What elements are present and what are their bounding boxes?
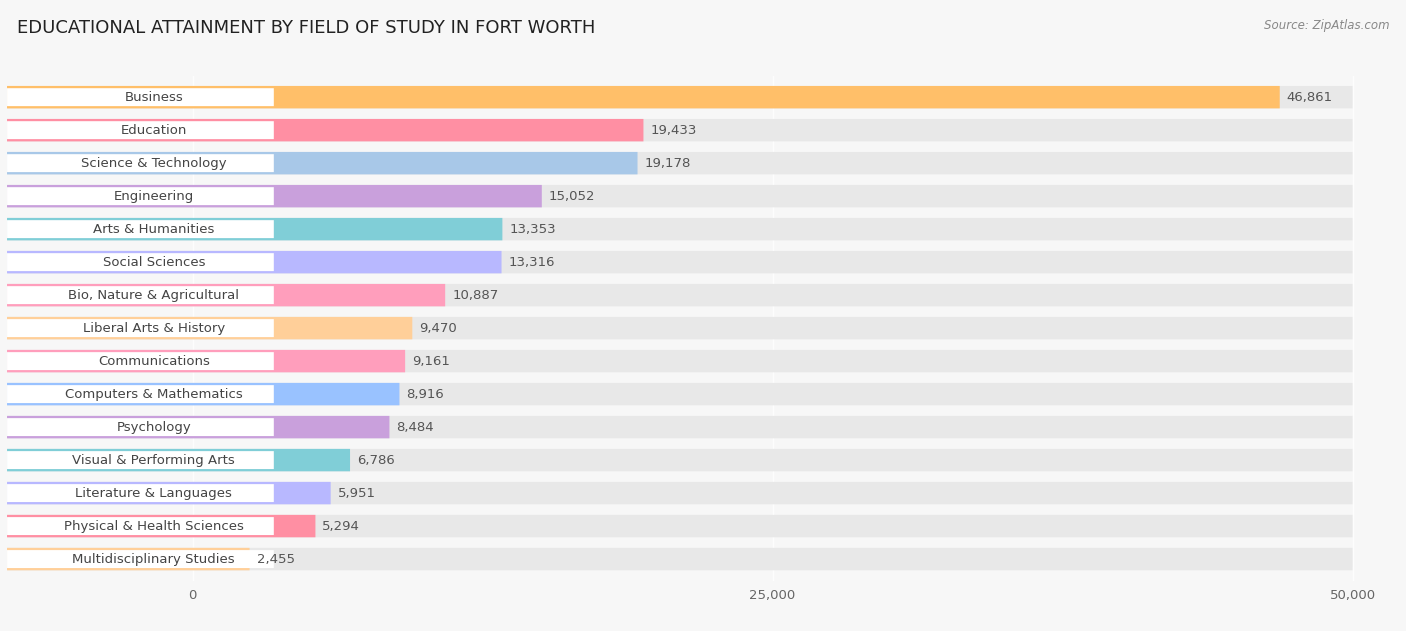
FancyBboxPatch shape [7,286,274,304]
FancyBboxPatch shape [7,152,1353,174]
FancyBboxPatch shape [7,416,389,439]
Text: Education: Education [121,124,187,137]
Text: Arts & Humanities: Arts & Humanities [93,223,215,235]
FancyBboxPatch shape [7,218,502,240]
FancyBboxPatch shape [7,418,274,436]
Text: Social Sciences: Social Sciences [103,256,205,269]
Text: 9,470: 9,470 [419,322,457,334]
FancyBboxPatch shape [7,548,1353,570]
Text: 2,455: 2,455 [256,553,294,565]
FancyBboxPatch shape [7,317,412,339]
FancyBboxPatch shape [7,251,502,273]
FancyBboxPatch shape [7,220,274,238]
Text: Bio, Nature & Agricultural: Bio, Nature & Agricultural [69,288,239,302]
FancyBboxPatch shape [7,185,541,208]
Text: Science & Technology: Science & Technology [82,156,226,170]
FancyBboxPatch shape [7,550,274,568]
FancyBboxPatch shape [7,86,1353,109]
Text: 5,294: 5,294 [322,519,360,533]
Text: Business: Business [124,91,183,103]
FancyBboxPatch shape [7,152,637,174]
FancyBboxPatch shape [7,482,1353,504]
FancyBboxPatch shape [7,284,446,306]
FancyBboxPatch shape [7,416,1353,439]
FancyBboxPatch shape [7,88,274,106]
Text: Multidisciplinary Studies: Multidisciplinary Studies [73,553,235,565]
FancyBboxPatch shape [7,251,1353,273]
FancyBboxPatch shape [7,317,1353,339]
FancyBboxPatch shape [7,515,1353,538]
Text: Source: ZipAtlas.com: Source: ZipAtlas.com [1264,19,1389,32]
FancyBboxPatch shape [7,119,1353,141]
Text: 10,887: 10,887 [453,288,498,302]
Text: 19,433: 19,433 [651,124,697,137]
FancyBboxPatch shape [7,482,330,504]
FancyBboxPatch shape [7,350,1353,372]
FancyBboxPatch shape [7,350,405,372]
FancyBboxPatch shape [7,154,274,172]
Text: Visual & Performing Arts: Visual & Performing Arts [72,454,235,466]
FancyBboxPatch shape [7,451,274,469]
FancyBboxPatch shape [7,449,1353,471]
Text: 15,052: 15,052 [548,190,595,203]
FancyBboxPatch shape [7,284,1353,306]
Text: Engineering: Engineering [114,190,194,203]
FancyBboxPatch shape [7,484,274,502]
Text: 5,951: 5,951 [337,487,375,500]
Text: Liberal Arts & History: Liberal Arts & History [83,322,225,334]
FancyBboxPatch shape [7,119,644,141]
Text: 46,861: 46,861 [1286,91,1333,103]
FancyBboxPatch shape [7,319,274,337]
FancyBboxPatch shape [7,187,274,205]
Text: 8,484: 8,484 [396,421,434,433]
Text: Computers & Mathematics: Computers & Mathematics [65,387,243,401]
FancyBboxPatch shape [7,352,274,370]
Text: 13,316: 13,316 [509,256,555,269]
Text: 19,178: 19,178 [644,156,690,170]
Text: Psychology: Psychology [117,421,191,433]
FancyBboxPatch shape [7,253,274,271]
FancyBboxPatch shape [7,515,315,538]
FancyBboxPatch shape [7,121,274,139]
FancyBboxPatch shape [7,449,350,471]
FancyBboxPatch shape [7,383,1353,405]
Text: 8,916: 8,916 [406,387,444,401]
FancyBboxPatch shape [7,86,1279,109]
Text: 9,161: 9,161 [412,355,450,368]
FancyBboxPatch shape [7,517,274,535]
Text: Communications: Communications [98,355,209,368]
Text: Literature & Languages: Literature & Languages [76,487,232,500]
FancyBboxPatch shape [7,185,1353,208]
Text: EDUCATIONAL ATTAINMENT BY FIELD OF STUDY IN FORT WORTH: EDUCATIONAL ATTAINMENT BY FIELD OF STUDY… [17,19,595,37]
FancyBboxPatch shape [7,385,274,403]
FancyBboxPatch shape [7,383,399,405]
Text: 13,353: 13,353 [509,223,555,235]
FancyBboxPatch shape [7,218,1353,240]
FancyBboxPatch shape [7,548,250,570]
Text: 6,786: 6,786 [357,454,395,466]
Text: Physical & Health Sciences: Physical & Health Sciences [63,519,243,533]
